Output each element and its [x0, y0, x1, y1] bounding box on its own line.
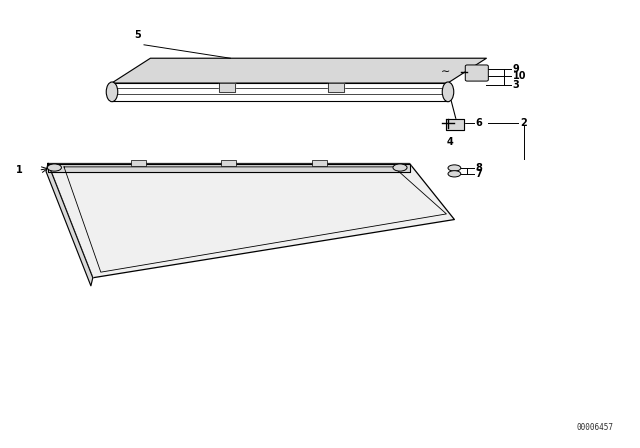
- Text: 9: 9: [513, 65, 520, 74]
- Text: 5: 5: [134, 30, 141, 40]
- Text: 10: 10: [513, 71, 526, 81]
- Text: $\sim$: $\sim$: [438, 66, 451, 76]
- Ellipse shape: [106, 82, 118, 102]
- Ellipse shape: [47, 164, 61, 171]
- Polygon shape: [446, 119, 464, 130]
- Bar: [221, 160, 237, 166]
- Text: 7: 7: [476, 169, 483, 179]
- Text: 8: 8: [476, 163, 483, 173]
- Polygon shape: [46, 164, 93, 286]
- Polygon shape: [112, 83, 448, 101]
- Text: 00006457: 00006457: [577, 423, 614, 432]
- Text: 2: 2: [520, 118, 527, 128]
- Text: 6: 6: [476, 118, 483, 128]
- Text: 4: 4: [447, 137, 453, 146]
- FancyBboxPatch shape: [465, 65, 488, 81]
- Polygon shape: [48, 164, 410, 172]
- Ellipse shape: [442, 82, 454, 102]
- Text: 1: 1: [15, 165, 22, 175]
- Bar: [131, 160, 146, 166]
- Polygon shape: [112, 58, 486, 83]
- Ellipse shape: [448, 165, 461, 171]
- Ellipse shape: [393, 164, 407, 171]
- Polygon shape: [328, 83, 344, 92]
- Text: 3: 3: [513, 80, 520, 90]
- Ellipse shape: [448, 171, 461, 177]
- Polygon shape: [219, 83, 236, 92]
- Bar: [312, 160, 327, 166]
- Polygon shape: [48, 164, 454, 278]
